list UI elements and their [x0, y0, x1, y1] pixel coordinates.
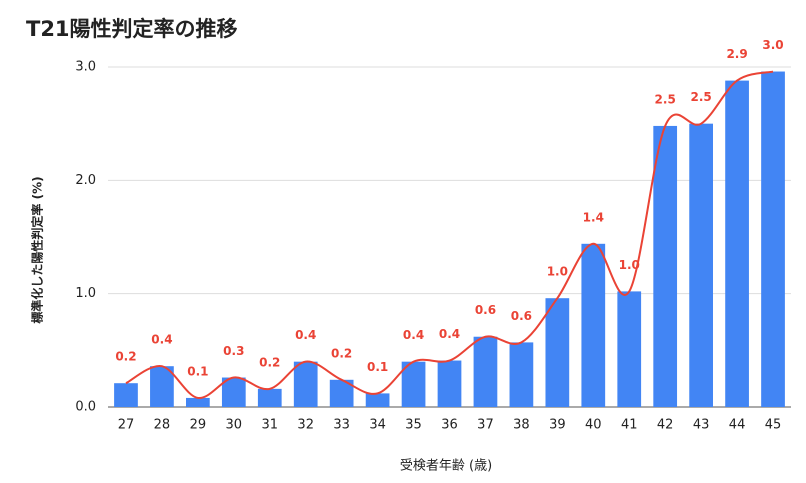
x-tick-label: 33 [333, 418, 350, 433]
value-label: 1.4 [583, 210, 604, 224]
trend-line [125, 70, 774, 399]
bar [221, 377, 246, 407]
bar [653, 125, 678, 407]
value-label: 0.2 [331, 346, 352, 360]
y-tick-label: 3.0 [75, 60, 96, 75]
x-tick-label: 42 [657, 418, 674, 433]
value-label: 2.5 [655, 92, 676, 106]
x-tick-label: 44 [729, 418, 746, 433]
value-label: 1.0 [547, 265, 568, 279]
x-tick-label: 41 [621, 418, 638, 433]
x-tick-label: 38 [513, 418, 530, 433]
value-label: 1.0 [619, 258, 640, 272]
bar [257, 388, 282, 407]
value-label: 0.4 [403, 328, 424, 342]
value-label: 0.1 [187, 364, 208, 378]
x-tick-label: 31 [261, 418, 278, 433]
value-label: 2.5 [690, 90, 711, 104]
bar [689, 123, 713, 408]
bar [545, 298, 570, 407]
value-label: 3.0 [762, 38, 783, 52]
y-tick-label: 1.0 [75, 286, 96, 301]
value-label: 0.1 [367, 360, 388, 374]
x-tick-label: 37 [477, 418, 494, 433]
bar [293, 361, 318, 407]
x-tick-label: 27 [118, 418, 135, 433]
value-label: 0.4 [151, 333, 172, 347]
x-tick-label: 29 [190, 418, 207, 433]
y-tick-label: 0.0 [75, 400, 96, 415]
x-axis-label: 受検者年齢 (歳) [400, 459, 492, 474]
x-tick-label: 43 [693, 418, 710, 433]
x-tick-label: 28 [154, 418, 171, 433]
value-label: 0.4 [439, 327, 460, 341]
value-label: 0.6 [475, 303, 496, 317]
x-tick-label: 40 [585, 418, 602, 433]
x-tick-label: 30 [226, 418, 243, 433]
x-tick-label: 39 [549, 418, 566, 433]
bar [186, 397, 210, 407]
x-tick-label: 36 [441, 418, 458, 433]
bar [473, 336, 498, 407]
value-label: 2.9 [726, 47, 747, 61]
y-axis-label: 標準化した陽性判定率 (%) [30, 176, 45, 323]
bar [437, 360, 462, 407]
bar [329, 379, 354, 407]
y-tick-label: 2.0 [75, 173, 96, 188]
bar [114, 383, 138, 407]
value-label: 0.4 [295, 328, 316, 342]
bar [365, 393, 390, 407]
chart-title: T21陽性判定率の推移 [26, 17, 238, 41]
bar [617, 291, 642, 407]
bar [725, 80, 749, 407]
x-tick-label: 34 [369, 418, 386, 433]
x-tick-label: 32 [297, 418, 314, 433]
bar [401, 361, 426, 407]
bar [509, 342, 534, 407]
value-label: 0.3 [223, 344, 244, 358]
x-tick-label: 45 [765, 418, 782, 433]
x-tick-label: 35 [405, 418, 422, 433]
value-label: 0.2 [115, 350, 136, 364]
bar [761, 71, 785, 408]
bar [150, 366, 174, 407]
value-label: 0.2 [259, 355, 280, 369]
bar [581, 243, 606, 407]
value-label: 0.6 [511, 309, 532, 323]
